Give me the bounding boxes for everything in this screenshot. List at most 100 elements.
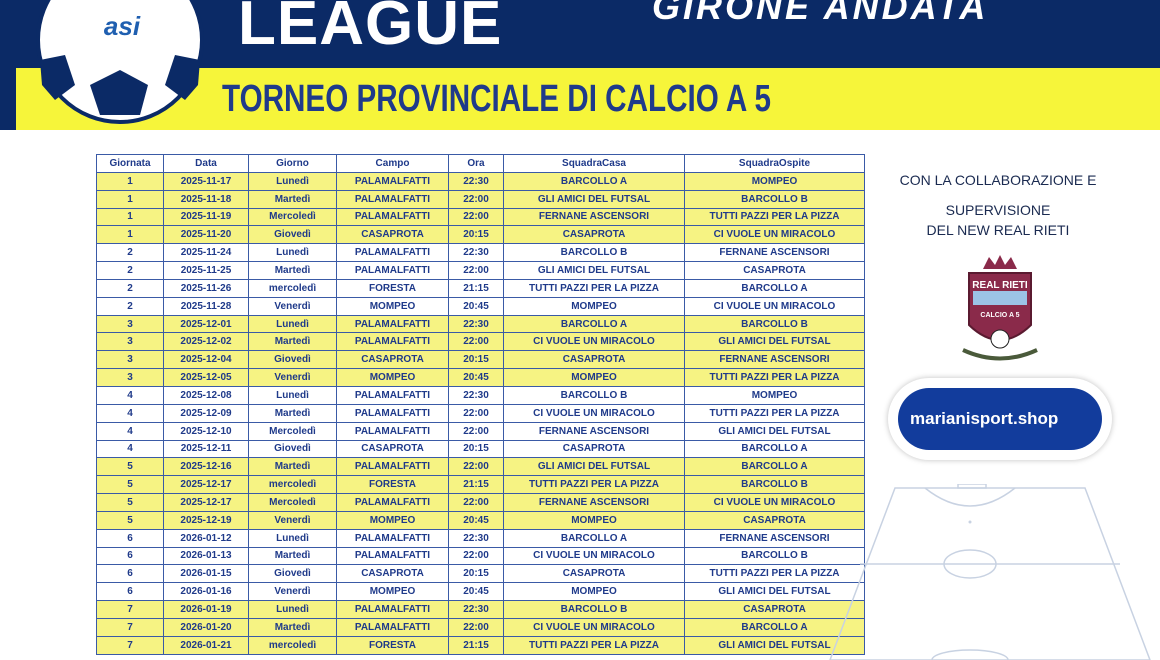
table-cell: PALAMALFATTI — [336, 261, 449, 280]
table-cell: 5 — [96, 475, 164, 495]
table-cell: 3 — [96, 368, 164, 387]
table-cell: 22:00 — [448, 207, 504, 227]
table-row: 1 2025-11-19 Mercoledì PALAMALFATTI 22:00 FER… — [96, 207, 865, 227]
table-cell: 22:00 — [448, 546, 504, 566]
table-cell: Giovedì — [248, 439, 337, 459]
collab-text: SUPERVISIONE — [945, 202, 1051, 218]
table-row: 4 2025-12-09 Martedì PALAMALFATTI 22:00 CI VU… — [96, 403, 865, 423]
table-cell: Martedì — [248, 617, 337, 637]
table-row: 3 2025-12-05 Venerdì MOMPEO 20:45 MOMPEO TUTTI… — [96, 368, 865, 387]
table-cell: 22:30 — [448, 385, 504, 405]
table-row: 1 2025-11-18 Martedì PALAMALFATTI 22:00 GLI A… — [96, 189, 865, 209]
badge-sub: CALCIO A 5 — [980, 312, 1019, 319]
table-cell: 22:00 — [448, 403, 504, 423]
table-cell: PALAMALFATTI — [336, 314, 449, 334]
table-cell: 6 — [96, 582, 164, 602]
table-cell: 20:15 — [448, 225, 504, 245]
column-header: Giornata — [96, 154, 164, 173]
table-cell: Martedì — [248, 261, 337, 280]
table-cell: 21:15 — [448, 278, 504, 298]
table-cell: GLI AMICI DEL FUTSAL — [503, 457, 685, 477]
table-row: 2 2025-11-25 Martedì PALAMALFATTI 22:00 GLI A… — [96, 261, 865, 280]
table-cell: Martedì — [248, 457, 337, 477]
table-cell: 5 — [96, 510, 164, 530]
table-cell: 2025-12-05 — [163, 368, 249, 387]
table-cell: 22:30 — [448, 600, 504, 619]
table-cell: 2025-11-24 — [163, 243, 249, 263]
table-row: 7 2026-01-21 mercoledì FORESTA 21:15 TUTTI PA… — [96, 635, 865, 655]
column-header: SquadraOspite — [684, 154, 865, 173]
table-cell: CASAPROTA — [503, 225, 685, 245]
schedule-table: Giornata Data Giorno Campo Ora SquadraCasa Squ… — [96, 154, 865, 655]
tournament-title: TORNEO PROVINCIALE DI CALCIO A 5 — [222, 78, 771, 120]
table-cell: TUTTI PAZZI PER LA PIZZA — [503, 475, 685, 495]
table-cell: CI VUOLE UN MIRACOLO — [684, 296, 865, 316]
table-cell: 2025-11-25 — [163, 261, 249, 280]
table-cell: BARCOLLO A — [684, 457, 865, 477]
table-cell: TUTTI PAZZI PER LA PIZZA — [684, 403, 865, 423]
table-cell: 20:15 — [448, 350, 504, 370]
table-row: 3 2025-12-01 Lunedì PALAMALFATTI 22:30 BARCOL… — [96, 314, 865, 334]
table-cell: CASAPROTA — [684, 261, 865, 280]
table-cell: TUTTI PAZZI PER LA PIZZA — [684, 207, 865, 227]
table-cell: 2026-01-19 — [163, 600, 249, 619]
table-cell: Giovedì — [248, 225, 337, 245]
table-cell: CI VUOLE UN MIRACOLO — [503, 332, 685, 352]
table-cell: PALAMALFATTI — [336, 493, 449, 512]
table-cell: mercoledì — [248, 475, 337, 495]
table-cell: CASAPROTA — [336, 564, 449, 584]
table-cell: MOMPEO — [336, 582, 449, 602]
table-cell: 4 — [96, 385, 164, 405]
table-cell: TUTTI PAZZI PER LA PIZZA — [684, 564, 865, 584]
table-cell: GLI AMICI DEL FUTSAL — [503, 189, 685, 209]
table-cell: Martedì — [248, 332, 337, 352]
table-cell: BARCOLLO B — [503, 243, 685, 263]
table-cell: PALAMALFATTI — [336, 421, 449, 441]
table-cell: Giovedì — [248, 564, 337, 584]
table-cell: 1 — [96, 171, 164, 191]
table-cell: TUTTI PAZZI PER LA PIZZA — [503, 278, 685, 298]
table-row: 2 2025-11-28 Venerdì MOMPEO 20:45 MOMPEO CI VU… — [96, 296, 865, 316]
table-cell: GLI AMICI DEL FUTSAL — [684, 635, 865, 655]
table-cell: PALAMALFATTI — [336, 600, 449, 619]
table-cell: 2 — [96, 296, 164, 316]
column-header: SquadraCasa — [503, 154, 685, 173]
court-drawing — [829, 484, 1151, 660]
table-row: 7 2026-01-20 Martedì PALAMALFATTI 22:00 CI VU… — [96, 617, 865, 637]
table-cell: 2026-01-20 — [163, 617, 249, 637]
table-cell: BARCOLLO B — [684, 189, 865, 209]
phase-title: GIRONE ANDATA — [652, 0, 989, 27]
table-cell: MOMPEO — [336, 368, 449, 387]
table-cell: CI VUOLE UN MIRACOLO — [684, 225, 865, 245]
table-cell: 20:45 — [448, 582, 504, 602]
table-cell: CI VUOLE UN MIRACOLO — [503, 617, 685, 637]
table-cell: 22:00 — [448, 189, 504, 209]
table-cell: Mercoledì — [248, 207, 337, 227]
table-cell: FERNANE ASCENSORI — [684, 243, 865, 263]
column-header: Campo — [336, 154, 449, 173]
table-cell: 20:15 — [448, 439, 504, 459]
table-cell: 2026-01-16 — [163, 582, 249, 602]
table-cell: PALAMALFATTI — [336, 546, 449, 566]
table-cell: BARCOLLO B — [503, 385, 685, 405]
title-band — [16, 68, 1160, 130]
table-cell: Mercoledì — [248, 493, 337, 512]
club-badge: REAL RIETI CALCIO A 5 — [962, 255, 1038, 361]
table-cell: 20:45 — [448, 296, 504, 316]
shop-link[interactable]: marianisport.shop — [898, 388, 1102, 450]
collab-text: CON LA COLLABORAZIONE E — [899, 172, 1097, 188]
table-cell: 1 — [96, 189, 164, 209]
table-cell: BARCOLLO A — [684, 278, 865, 298]
table-cell: Giovedì — [248, 350, 337, 370]
table-cell: 2025-12-11 — [163, 439, 249, 459]
table-row: 6 2026-01-13 Martedì PALAMALFATTI 22:00 CI VU… — [96, 546, 865, 566]
table-cell: MOMPEO — [503, 296, 685, 316]
table-cell: 2025-12-08 — [163, 385, 249, 405]
table-cell: mercoledì — [248, 635, 337, 655]
table-cell: 4 — [96, 403, 164, 423]
table-cell: GLI AMICI DEL FUTSAL — [684, 421, 865, 441]
table-cell: MOMPEO — [684, 385, 865, 405]
table-cell: PALAMALFATTI — [336, 403, 449, 423]
table-cell: 2025-11-28 — [163, 296, 249, 316]
